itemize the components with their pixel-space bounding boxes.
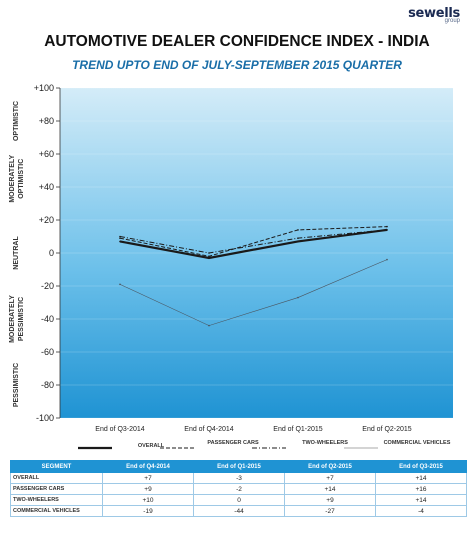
table-cell: +10 [102,494,194,506]
y-band-label: OPTIMISTIC [13,101,20,141]
data-point [386,225,388,228]
table-cell: -27 [284,505,376,517]
legend-swatch-solid [78,446,112,450]
y-band-label-text: PESSIMISTIC [18,297,25,341]
data-point [297,296,299,299]
y-band-label: PESSIMISTIC [13,363,20,407]
table-cell: +14 [284,483,376,495]
data-point [119,240,121,243]
y-tick-label: -60 [41,347,54,357]
table-cell: +7 [284,472,376,484]
y-tick-label: -20 [41,281,54,291]
y-tick-label: +60 [39,149,54,159]
chart-legend: OVERALL PASSENGER CARS TWO-WHEELERS COMM… [0,438,474,458]
x-tick-label: End of Q1-2015 [273,426,323,433]
data-point [208,324,210,327]
table-row: OVERALL +7 -3 +7 +14 [10,472,467,484]
table-cell: +9 [102,483,194,495]
y-tick-label: +20 [39,215,54,225]
table-cell: +14 [375,494,467,506]
legend-label: COMMERCIAL VEHICLES [383,440,451,446]
legend-label: OVERALL [137,443,165,449]
data-point [208,257,210,259]
table-cell: COMMERCIAL VEHICLES [10,505,103,517]
y-tick-label: +100 [34,83,54,93]
table-cell: -2 [193,483,285,495]
y-band-label: NEUTRAL [13,236,20,270]
table-header-cell: End of Q2-2015 [284,460,376,473]
data-point [119,235,121,238]
legend-swatch-dashed [160,447,194,449]
table-cell: +7 [102,472,194,484]
y-tick-label: -100 [36,413,54,423]
table-header-cell: SEGMENT [10,460,103,473]
y-band-label-text: NEUTRAL [13,236,20,270]
legend-label: TWO-WHEELERS [302,440,348,446]
y-tick-label: +40 [39,182,54,192]
table-row: COMMERCIAL VEHICLES -19 -44 -27 -4 [10,505,467,517]
table-header-cell: End of Q1-2015 [193,460,285,473]
data-point [297,229,299,231]
y-band-label-text: MODERATELY [9,155,16,203]
line-chart: +100 +80 +60 +40 +20 0 -20 -40 -60 -80 -100 OPTIMIS… [9,83,453,433]
data-point [208,252,210,254]
series-line-passenger-cars [119,226,388,257]
table-cell: +9 [284,494,376,506]
x-tick-label: End of Q4-2014 [184,426,234,433]
data-point [386,229,388,231]
logo-name: sewells [408,6,460,21]
table-cell: +14 [375,472,467,484]
table-cell: OVERALL [10,472,103,484]
data-point [119,283,121,286]
table-row: TWO-WHEELERS +10 0 +9 +14 [10,494,467,506]
y-band-label-text: MODERATELY [9,295,16,343]
y-band-label-text: OPTIMISTIC [18,159,25,199]
table-cell: -44 [193,505,285,517]
y-tick-label: +80 [39,116,54,126]
table-cell: PASSENGER CARS [10,483,103,495]
table-header-cell: End of Q4-2014 [102,460,194,473]
table-cell: -3 [193,472,285,484]
y-band-label-text: PESSIMISTIC [13,363,20,407]
chart-title: AUTOMOTIVE DEALER CONFIDENCE INDEX - IND… [44,33,430,50]
x-tick-label: End of Q3-2014 [95,426,145,433]
chart-subtitle: TREND UPTO END OF JULY-SEPTEMBER 2015 QU… [72,58,402,72]
y-tick-label: -80 [41,380,54,390]
y-tick-label: 0 [49,248,54,258]
table-cell: -4 [375,505,467,517]
y-band-label-text: OPTIMISTIC [13,101,20,141]
logo-sub: group [444,18,460,24]
table-cell: +16 [375,483,467,495]
x-tick-label: End of Q2-2015 [362,426,412,433]
table-cell: -19 [102,505,194,517]
table-header-row: SEGMENT End of Q4-2014 End of Q1-2015 En… [10,460,467,473]
data-point [208,255,210,258]
data-point [297,237,299,239]
legend-swatch-thin [344,447,378,449]
y-tick-label: -40 [41,314,54,324]
table-row: PASSENGER CARS +9 -2 +14 +16 [10,483,467,495]
y-band-label: MODERATELY OPTIMISTIC [9,155,25,203]
y-band-label: MODERATELY PESSIMISTIC [9,295,25,343]
series-line-commercial-vehicles [119,259,388,326]
data-table: SEGMENT End of Q4-2014 End of Q1-2015 En… [10,460,467,517]
legend-label: PASSENGER CARS [207,440,259,446]
data-point [386,258,388,261]
sewells-logo: sewells group [408,6,460,24]
series-line-overall [119,228,388,260]
data-point [119,237,121,239]
table-cell: TWO-WHEELERS [10,494,103,506]
table-cell: 0 [193,494,285,506]
plot-area [60,88,453,418]
legend-swatch-dashdot [252,447,286,449]
data-point [297,240,299,243]
table-header-cell: End of Q3-2015 [375,460,467,473]
